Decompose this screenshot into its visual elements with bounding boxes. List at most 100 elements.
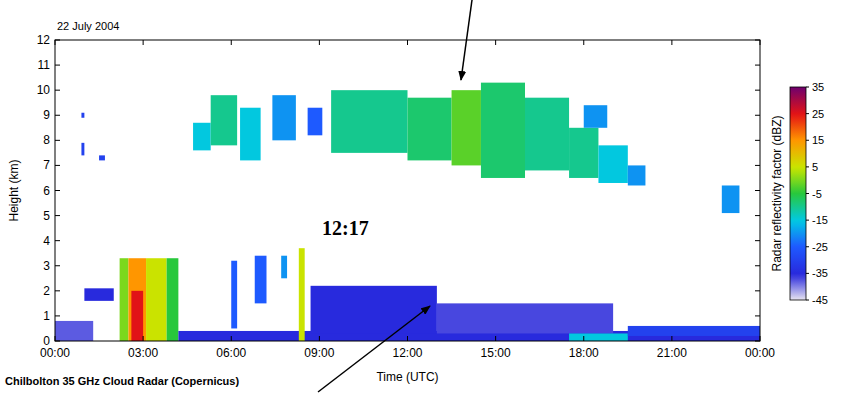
cell [722, 185, 740, 213]
cell [120, 258, 129, 341]
colorbar-tick-label: 25 [812, 108, 824, 120]
x-tick [231, 40, 232, 45]
y-tick-label: 4 [43, 234, 50, 248]
y-tick-label: 2 [43, 284, 50, 298]
y-tick [755, 115, 760, 116]
cell [481, 83, 525, 178]
y-tick [55, 115, 60, 116]
x-tick [407, 336, 408, 341]
x-axis-title: Time (UTC) [376, 370, 438, 384]
y-tick [55, 140, 60, 141]
colorbar-tick-label: -45 [812, 294, 828, 306]
y-tick [55, 240, 60, 241]
y-tick [55, 190, 60, 191]
cell [569, 333, 628, 341]
colorbar-tick [806, 140, 809, 141]
y-tick [755, 315, 760, 316]
cell [628, 326, 760, 336]
chart: 012345678910111200:0003:0006:0009:0012:0… [0, 0, 844, 393]
y-tick-label: 1 [43, 309, 50, 323]
y-tick [755, 40, 760, 41]
x-tick [495, 336, 496, 341]
x-tick-label: 15:00 [481, 346, 511, 360]
colorbar [790, 87, 806, 300]
footer: Chilbolton 35 GHz Cloud Radar (Copernicu… [5, 375, 239, 387]
y-tick-label: 7 [43, 158, 50, 172]
colorbar-tick [806, 113, 809, 114]
annotation: 12:17 [322, 217, 369, 239]
cell [81, 143, 84, 156]
y-tick [755, 190, 760, 191]
x-tick [760, 336, 761, 341]
y-tick [755, 215, 760, 216]
colorbar-tick [806, 300, 809, 301]
cell [193, 123, 211, 151]
x-tick-label: 06:00 [216, 346, 246, 360]
x-tick [319, 40, 320, 45]
x-tick-label: 21:00 [657, 346, 687, 360]
y-tick-label: 8 [43, 133, 50, 147]
y-tick-label: 6 [43, 184, 50, 198]
colorbar-tick [806, 87, 809, 88]
cell [308, 108, 323, 136]
y-tick-label: 3 [43, 259, 50, 273]
cell [569, 128, 598, 178]
cell [84, 288, 113, 301]
y-tick [755, 140, 760, 141]
y-tick [755, 265, 760, 266]
x-tick [583, 40, 584, 45]
cell [55, 321, 93, 341]
cell [131, 291, 143, 341]
x-tick [143, 40, 144, 45]
cells [55, 83, 760, 341]
x-tick-label: 18:00 [569, 346, 599, 360]
x-tick [760, 40, 761, 45]
colorbar-tick [806, 220, 809, 221]
x-tick [495, 40, 496, 45]
plot-frame [55, 40, 760, 341]
colorbar-tick-label: -35 [812, 267, 828, 279]
y-tick [755, 65, 760, 66]
y-tick [55, 290, 60, 291]
y-tick [755, 240, 760, 241]
arrow [461, 0, 472, 80]
cell [311, 286, 437, 334]
colorbar-tick-label: 15 [812, 134, 824, 146]
cell [584, 105, 608, 128]
cell [525, 98, 569, 171]
cell [272, 95, 296, 140]
cell [408, 98, 452, 161]
cell [598, 145, 627, 183]
colorbar-label: Radar reflectivity factor (dBZ) [770, 115, 784, 271]
cell [628, 165, 646, 185]
cell [437, 303, 613, 333]
cell [167, 258, 179, 341]
x-tick [143, 336, 144, 341]
colorbar-tick [806, 166, 809, 167]
colorbar-tick-label: 5 [812, 161, 818, 173]
y-tick-label: 10 [37, 83, 51, 97]
x-tick [231, 336, 232, 341]
y-tick [55, 40, 60, 41]
y-tick-label: 9 [43, 108, 50, 122]
cell [255, 256, 267, 304]
cell [211, 95, 237, 145]
y-tick [755, 165, 760, 166]
y-tick [755, 341, 760, 342]
x-tick [671, 40, 672, 45]
y-tick-label: 5 [43, 209, 50, 223]
y-tick [55, 215, 60, 216]
x-tick [407, 40, 408, 45]
x-tick-label: 09:00 [304, 346, 334, 360]
x-tick-label: 03:00 [128, 346, 158, 360]
title: 22 July 2004 [57, 20, 119, 32]
cell [240, 108, 261, 161]
colorbar-tick [806, 193, 809, 194]
y-tick [755, 290, 760, 291]
cell [331, 90, 407, 153]
x-tick [319, 336, 320, 341]
cell [281, 256, 287, 279]
colorbar-tick-label: -5 [812, 188, 822, 200]
cell [128, 258, 146, 341]
cell [81, 113, 84, 118]
